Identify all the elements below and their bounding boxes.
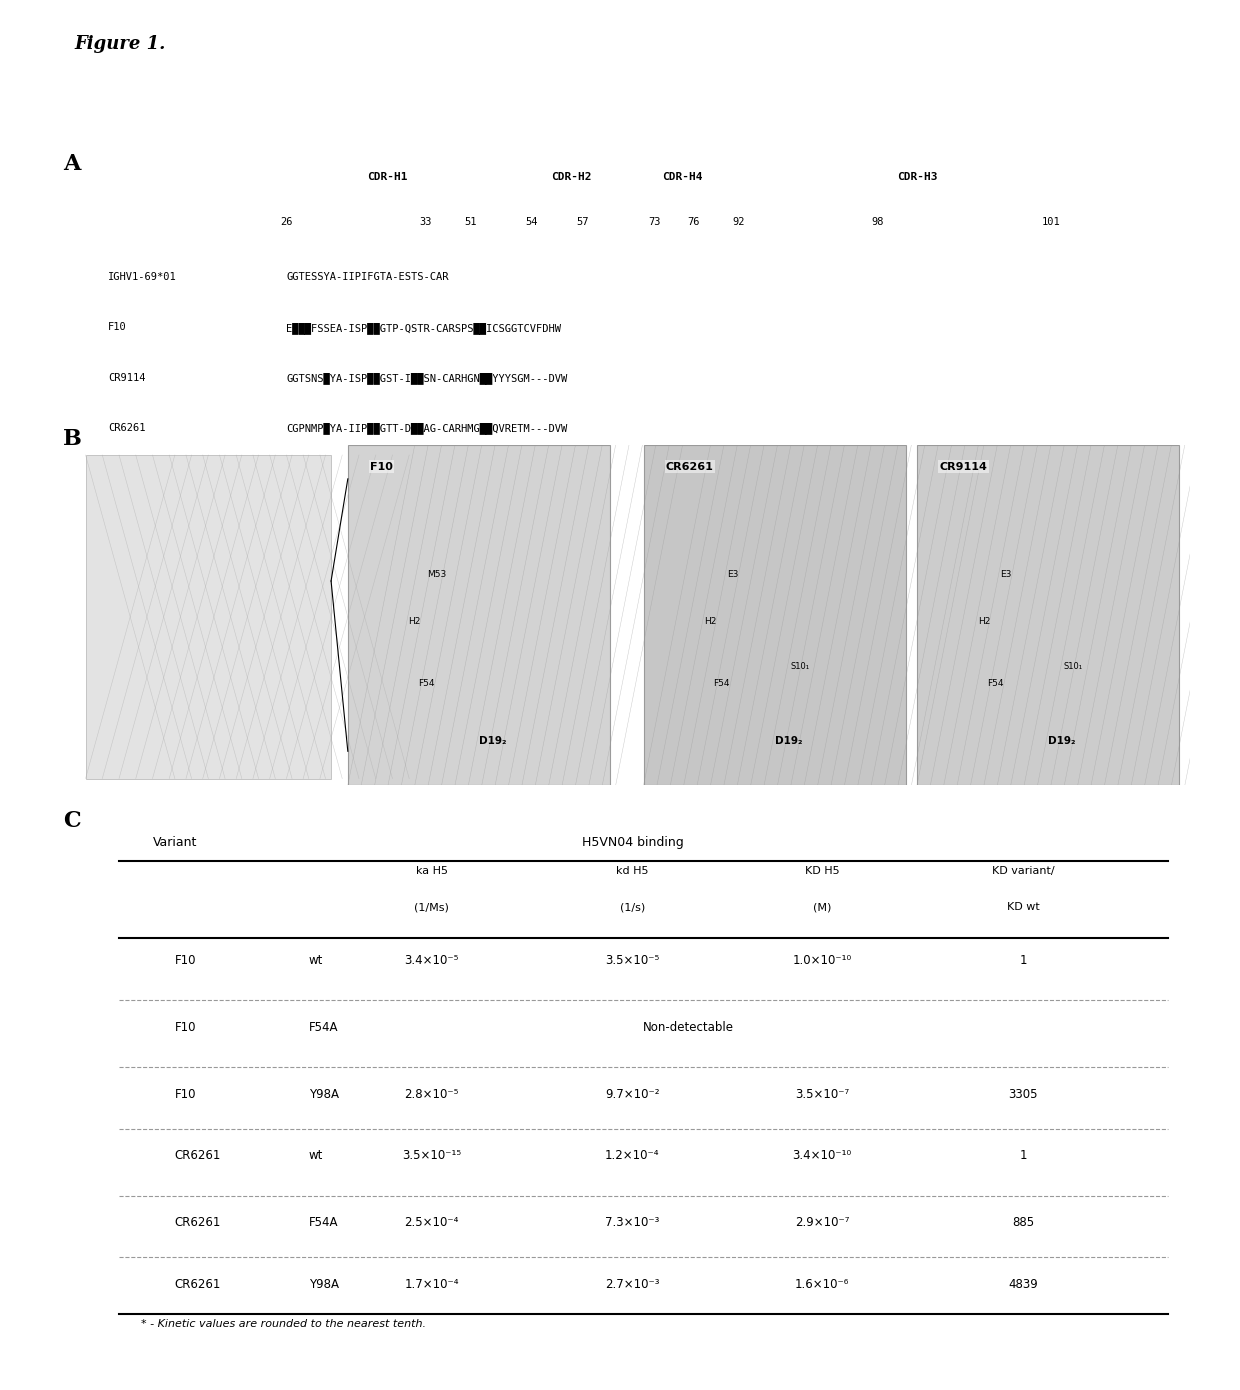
Text: F10: F10 (175, 1087, 196, 1101)
Text: F10: F10 (175, 954, 196, 967)
Text: Non-detectable: Non-detectable (642, 1020, 734, 1034)
Text: kd H5: kd H5 (616, 866, 649, 876)
Text: wt: wt (309, 1150, 324, 1162)
Text: 2.7×10⁻³: 2.7×10⁻³ (605, 1277, 660, 1291)
Text: KD wt: KD wt (1007, 902, 1039, 912)
Text: 1: 1 (1019, 1150, 1027, 1162)
Text: E3: E3 (727, 570, 739, 578)
Text: 3.4×10⁻⁵: 3.4×10⁻⁵ (404, 954, 459, 967)
Text: Variant: Variant (153, 835, 197, 848)
Text: (M): (M) (813, 902, 831, 912)
Text: CR6261: CR6261 (175, 1277, 221, 1291)
Text: F54: F54 (713, 678, 730, 688)
FancyBboxPatch shape (916, 445, 1179, 785)
Text: Figure 1.: Figure 1. (74, 35, 166, 53)
Text: CGPNMP█YA-IIP██GTT-D██AG-CARHMG██QVRETM---DVW: CGPNMP█YA-IIP██GTT-D██AG-CARHMG██QVRETM-… (286, 423, 568, 435)
Text: H2: H2 (409, 617, 420, 627)
Text: KD variant/: KD variant/ (992, 866, 1054, 876)
Text: F10: F10 (175, 1020, 196, 1034)
Text: 3.4×10⁻¹⁰: 3.4×10⁻¹⁰ (792, 1150, 852, 1162)
Text: 76: 76 (687, 217, 701, 227)
Text: D19₂: D19₂ (775, 737, 802, 746)
Text: F10: F10 (108, 322, 126, 332)
Text: IGHV1-69*01: IGHV1-69*01 (108, 272, 176, 282)
Text: 7.3×10⁻³: 7.3×10⁻³ (605, 1216, 660, 1229)
Text: 73: 73 (649, 217, 661, 227)
Text: 3.5×10⁻⁷: 3.5×10⁻⁷ (795, 1087, 849, 1101)
Text: 92: 92 (732, 217, 745, 227)
Text: 1.2×10⁻⁴: 1.2×10⁻⁴ (605, 1150, 660, 1162)
Text: CDR-H2: CDR-H2 (551, 172, 591, 182)
Text: (1/Ms): (1/Ms) (414, 902, 449, 912)
Text: 101: 101 (1042, 217, 1060, 227)
Text: CR6261: CR6261 (666, 461, 714, 471)
Text: Y98A: Y98A (309, 1087, 339, 1101)
Text: CR9114: CR9114 (108, 373, 145, 382)
Text: CR6261: CR6261 (108, 423, 145, 432)
Text: CR6261: CR6261 (175, 1216, 221, 1229)
Text: 3.5×10⁻⁵: 3.5×10⁻⁵ (605, 954, 660, 967)
Text: ka H5: ka H5 (415, 866, 448, 876)
Text: S10₁: S10₁ (790, 662, 810, 670)
Text: H2: H2 (978, 617, 990, 627)
Text: 1.6×10⁻⁶: 1.6×10⁻⁶ (795, 1277, 849, 1291)
Text: 885: 885 (1012, 1216, 1034, 1229)
Text: CR9114: CR9114 (939, 461, 987, 471)
FancyBboxPatch shape (644, 445, 905, 785)
FancyBboxPatch shape (347, 445, 610, 785)
Text: S10₁: S10₁ (1064, 662, 1083, 670)
Text: * - Kinetic values are rounded to the nearest tenth.: * - Kinetic values are rounded to the ne… (141, 1319, 427, 1329)
Text: KD H5: KD H5 (805, 866, 839, 876)
Text: GGTESSYA-IIPIFGTA-ESTS-CAR: GGTESSYA-IIPIFGTA-ESTS-CAR (286, 272, 449, 282)
Text: H2: H2 (704, 617, 717, 627)
Text: GGTSNS█YA-ISP██GST-I██SN-CARHGN██YYYSGM---DVW: GGTSNS█YA-ISP██GST-I██SN-CARHGN██YYYSGM-… (286, 373, 568, 385)
Text: 4839: 4839 (1008, 1277, 1038, 1291)
Text: F10: F10 (370, 461, 393, 471)
Text: 2.8×10⁻⁵: 2.8×10⁻⁵ (404, 1087, 459, 1101)
FancyBboxPatch shape (86, 455, 331, 778)
Text: 51: 51 (464, 217, 477, 227)
Text: wt: wt (309, 954, 324, 967)
Text: B: B (63, 428, 82, 450)
Text: 1: 1 (1019, 954, 1027, 967)
Text: H5VN04 binding: H5VN04 binding (582, 835, 683, 848)
Text: CR6261: CR6261 (175, 1150, 221, 1162)
Text: CDR-H3: CDR-H3 (897, 172, 937, 182)
Text: 1.0×10⁻¹⁰: 1.0×10⁻¹⁰ (792, 954, 852, 967)
Text: F54A: F54A (309, 1020, 339, 1034)
Text: 26: 26 (280, 217, 293, 227)
Text: C: C (63, 810, 81, 831)
Text: M53: M53 (428, 570, 446, 578)
Text: 2.9×10⁻⁷: 2.9×10⁻⁷ (795, 1216, 849, 1229)
Text: 9.7×10⁻²: 9.7×10⁻² (605, 1087, 660, 1101)
Text: D19₂: D19₂ (479, 737, 507, 746)
Text: Y98A: Y98A (309, 1277, 339, 1291)
Text: F54: F54 (987, 678, 1003, 688)
Text: D19₂: D19₂ (1048, 737, 1076, 746)
Text: CDR-H1: CDR-H1 (367, 172, 407, 182)
Text: CDR-H4: CDR-H4 (662, 172, 703, 182)
Text: F54A: F54A (309, 1216, 339, 1229)
Text: 3305: 3305 (1008, 1087, 1038, 1101)
Text: E███FSSEA-ISP██GTP-QSTR-CARSPS██ICSGGTCVFDHW: E███FSSEA-ISP██GTP-QSTR-CARSPS██ICSGGTCV… (286, 322, 562, 335)
Text: 54: 54 (526, 217, 538, 227)
Text: A: A (63, 153, 81, 175)
Text: 2.5×10⁻⁴: 2.5×10⁻⁴ (404, 1216, 459, 1229)
Text: E3: E3 (1001, 570, 1012, 578)
Text: (1/s): (1/s) (620, 902, 645, 912)
Text: F54: F54 (418, 678, 434, 688)
Text: 3.5×10⁻¹⁵: 3.5×10⁻¹⁵ (402, 1150, 461, 1162)
Text: 57: 57 (575, 217, 589, 227)
Text: 1.7×10⁻⁴: 1.7×10⁻⁴ (404, 1277, 459, 1291)
Text: 98: 98 (872, 217, 884, 227)
Text: 33: 33 (419, 217, 433, 227)
